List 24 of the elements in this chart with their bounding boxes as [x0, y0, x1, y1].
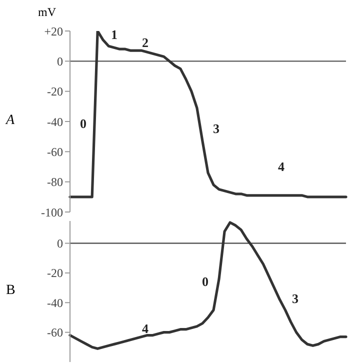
line-series	[68, 31, 348, 198]
y-tick-label: -80	[47, 175, 63, 190]
annotation: 2	[142, 35, 148, 51]
y-tick-label: +20	[44, 24, 63, 38]
y-tick-label: -20	[47, 266, 63, 280]
y-tick-label: -60	[47, 326, 63, 340]
annotation: 3	[213, 121, 220, 137]
y-tick-label: -20	[47, 84, 63, 99]
y-tick-label: -40	[47, 296, 63, 310]
y-tick-label: -40	[47, 114, 63, 129]
annotation: 0	[80, 116, 86, 132]
y-tick-label: -60	[47, 144, 63, 159]
y-tick-label: 0	[57, 236, 63, 251]
annotation: 0	[202, 274, 208, 290]
annotation: 1	[111, 27, 118, 43]
y-tick-label: -100	[41, 205, 63, 220]
text: A	[6, 112, 15, 128]
line-series	[68, 221, 348, 350]
text: B	[6, 282, 16, 298]
annotation: 4	[142, 321, 148, 337]
y-axis-title: mV	[38, 5, 56, 20]
annotation: 3	[292, 291, 298, 307]
y-tick-label: 0	[57, 54, 63, 68]
annotation: 4	[278, 159, 284, 175]
